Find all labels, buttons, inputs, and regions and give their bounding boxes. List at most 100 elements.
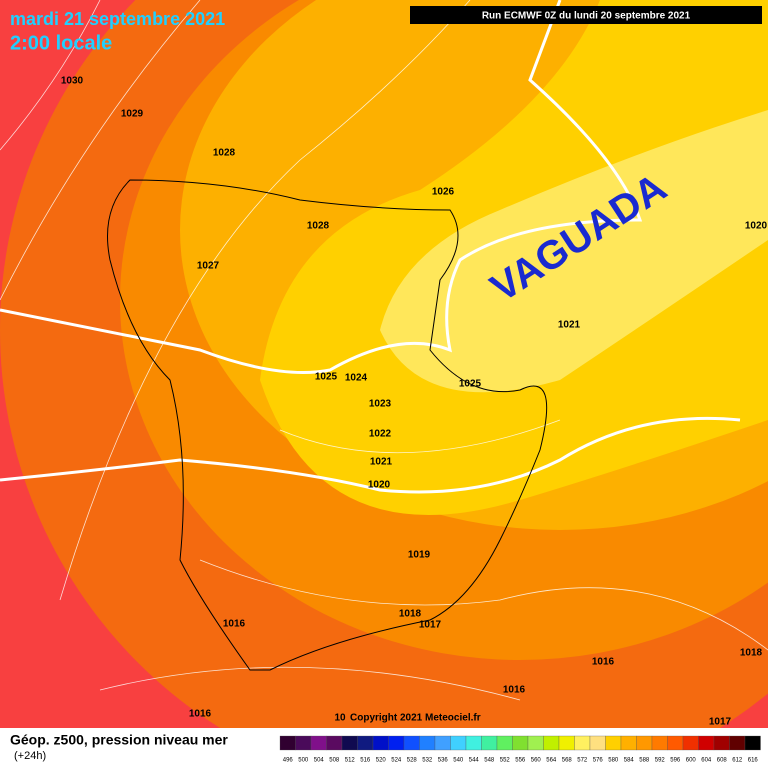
isobar-label: 1016: [223, 619, 246, 630]
scale-swatch: [403, 735, 420, 751]
color-scale: 496 500 504 508 512 516 520 524 528 532 536 540 544 5…: [279, 735, 761, 764]
scale-swatch: [465, 735, 482, 751]
scale-label: 540: [453, 758, 464, 764]
scale-label: 604: [701, 758, 712, 764]
scale-label: 600: [686, 758, 697, 764]
isobar-label: 1025: [459, 379, 482, 390]
scale-label: 500: [298, 758, 309, 764]
scale-label: 508: [329, 758, 340, 764]
scale-swatch: [558, 735, 575, 751]
scale-swatch: [744, 735, 761, 751]
scale-swatch: [682, 735, 699, 751]
isobar-label: 1016: [592, 657, 615, 668]
scale-swatch: [295, 735, 312, 751]
scale-swatch: [620, 735, 637, 751]
scale-label: 512: [345, 758, 356, 764]
scale-swatch: [543, 735, 560, 751]
isobar-label: 1028: [213, 148, 236, 159]
scale-swatch: [279, 735, 296, 751]
scale-label: 564: [546, 758, 557, 764]
scale-label: 596: [670, 758, 681, 764]
isobar-label: 1028: [307, 221, 330, 232]
scale-swatch: [527, 735, 544, 751]
scale-swatch: [713, 735, 730, 751]
z500-contours: [0, 0, 741, 494]
scale-swatch: [496, 735, 513, 751]
scale-label: 556: [515, 758, 526, 764]
isobar-label: 1027: [197, 261, 220, 272]
scale-label: 532: [422, 758, 433, 764]
scale-label: 552: [500, 758, 511, 764]
scale-swatch: [372, 735, 389, 751]
isobar-label: 1016: [189, 709, 212, 720]
isobar-label-group: 1030 1029 1028 1026 1028 1027 1025 1024 1023 1022…: [61, 76, 768, 728]
isobar-label: 1020: [368, 480, 391, 491]
band-pale-yellow: [380, 110, 768, 393]
scale-label: 584: [624, 758, 635, 764]
date: mardi 21 septembre 2021: [10, 9, 225, 29]
isobar-label: 1018: [740, 648, 763, 659]
scale-label: 588: [639, 758, 650, 764]
scale-swatch: [450, 735, 467, 751]
scale-swatch: [419, 735, 436, 751]
run-text: Run ECMWF 0Z du lundi 20 septembre 2021: [482, 11, 691, 22]
isobar-label: 1016: [503, 685, 526, 696]
scale-swatch: [357, 735, 374, 751]
scale-label: 580: [608, 758, 619, 764]
isobar-label: 1018: [399, 609, 422, 620]
scale-swatch: [667, 735, 684, 751]
isobar-label: 10: [334, 713, 346, 724]
isobar-label: 1026: [432, 187, 455, 198]
scale-swatch: [729, 735, 746, 751]
footer-subtitle: (+24h): [14, 750, 46, 762]
footer-title: Géop. z500, pression niveau mer: [10, 732, 228, 748]
isobar-label: 1017: [709, 717, 732, 728]
isobar-label: 1029: [121, 109, 144, 120]
scale-label: 548: [484, 758, 495, 764]
scale-label: 524: [391, 758, 402, 764]
scale-label: 504: [314, 758, 325, 764]
isobar-label: 1021: [558, 320, 581, 331]
scale-label: 616: [748, 758, 759, 764]
isobar-label: 1025: [315, 372, 338, 383]
scale-label: 592: [655, 758, 666, 764]
isobar-label: 1030: [61, 76, 84, 87]
isobar-label: 1022: [369, 429, 392, 440]
run-banner: [410, 6, 762, 24]
scale-label: 560: [531, 758, 542, 764]
scale-label: 520: [376, 758, 387, 764]
isobar-label: 1023: [369, 399, 392, 410]
scale-swatch: [698, 735, 715, 751]
scale-label: 608: [717, 758, 728, 764]
isobar-label: 1024: [345, 373, 368, 384]
scale-label: 496: [283, 758, 294, 764]
scale-label: 544: [469, 758, 480, 764]
scale-swatch: [434, 735, 451, 751]
scale-swatch: [341, 735, 358, 751]
scale-swatch: [481, 735, 498, 751]
scale-swatch: [310, 735, 327, 751]
scale-label: 528: [407, 758, 418, 764]
time: 2:00 locale: [10, 32, 112, 54]
scale-swatch: [512, 735, 529, 751]
isobar-label: 1020: [745, 221, 768, 232]
scale-swatch: [605, 735, 622, 751]
scale-swatch: [589, 735, 606, 751]
copyright: Copyright 2021 Meteociel.fr: [350, 713, 481, 724]
scale-swatch: [651, 735, 668, 751]
scale-label: 576: [593, 758, 604, 764]
scale-label: 572: [577, 758, 588, 764]
isobar-label: 1017: [419, 620, 442, 631]
isobar-label: 1019: [408, 550, 431, 561]
coastline: [107, 179, 548, 671]
scale-swatch: [326, 735, 343, 751]
scale-label: 612: [732, 758, 743, 764]
scale-swatch: [574, 735, 591, 751]
scale-label: 568: [562, 758, 573, 764]
scale-label: 536: [438, 758, 449, 764]
scale-swatch: [388, 735, 405, 751]
isobar-label: 1021: [370, 457, 393, 468]
scale-swatch: [636, 735, 653, 751]
scale-label: 516: [360, 758, 371, 764]
